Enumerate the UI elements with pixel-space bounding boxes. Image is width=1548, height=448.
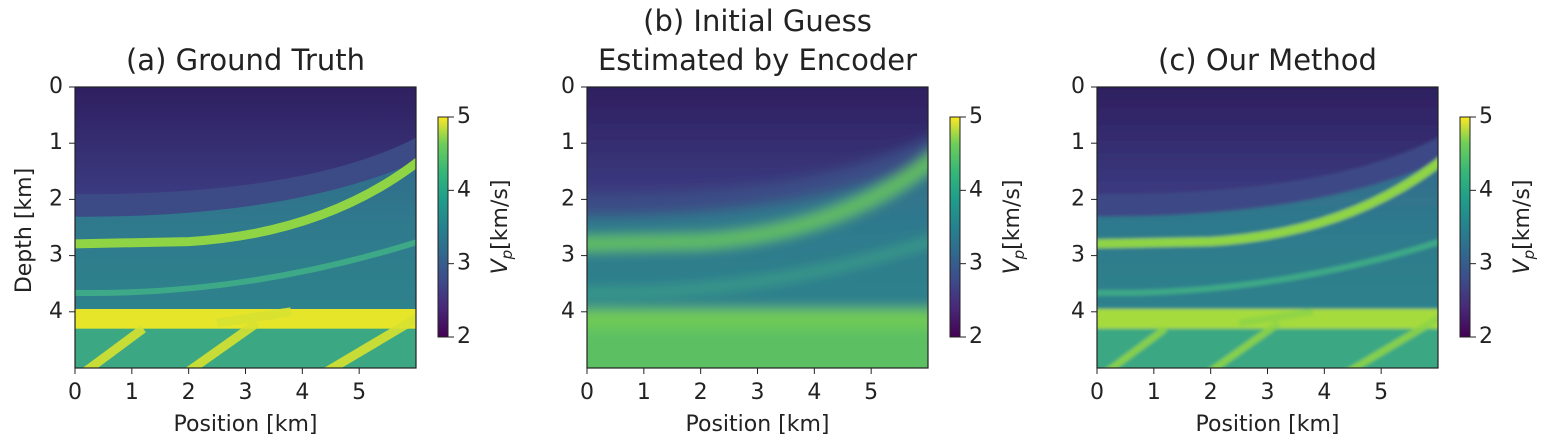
x-tick-label: 4 — [807, 380, 821, 405]
velocity-image — [587, 87, 928, 368]
image-layer — [75, 157, 416, 249]
y-tick-label: 1 — [49, 130, 63, 155]
x-tick-label: 0 — [68, 380, 82, 405]
y-tick-label: 3 — [561, 243, 575, 268]
x-tick-label: 1 — [1147, 380, 1161, 405]
y-tick-label: 4 — [49, 299, 63, 324]
y-tick-label: 0 — [561, 74, 575, 99]
image-layer — [1097, 157, 1438, 249]
y-tick-label: 3 — [1071, 243, 1085, 268]
image-layer — [75, 87, 416, 195]
y-tick-label: 1 — [561, 130, 575, 155]
x-axis-label: Position [km] — [1196, 412, 1340, 437]
image-layer — [587, 154, 928, 251]
colorbar-tick-label: 5 — [969, 104, 983, 129]
image-layer — [587, 87, 928, 195]
y-tick-label: 2 — [1071, 186, 1085, 211]
image-stripe — [216, 307, 292, 328]
image-layer — [75, 239, 416, 297]
y-tick-label: 4 — [561, 299, 575, 324]
image-stripe — [82, 325, 146, 368]
colorbar-label: Vp[km/s] — [1000, 180, 1028, 275]
y-tick-label: 1 — [1071, 130, 1085, 155]
colorbar-tick-label: 5 — [457, 104, 471, 129]
velocity-image — [75, 87, 416, 368]
colorbar-tick-label: 3 — [457, 251, 471, 276]
image-stripe — [1238, 308, 1314, 327]
x-tick-label: 2 — [182, 380, 196, 405]
colorbar-unit: [km/s] — [1510, 180, 1535, 250]
velocity-image — [1097, 87, 1438, 368]
colorbar-tick-label: 4 — [969, 177, 983, 202]
panel-title: (c) Our Method — [1158, 43, 1377, 77]
colorbar-symbol: V — [1510, 257, 1535, 274]
panel-title: Estimated by Encoder — [598, 43, 917, 77]
x-axis-label: Position [km] — [174, 412, 318, 437]
colorbar-unit: [km/s] — [1000, 180, 1025, 250]
colorbar-tick-label: 2 — [969, 324, 983, 349]
y-axis-label: Depth [km] — [12, 168, 37, 293]
y-tick-label: 0 — [1071, 74, 1085, 99]
panel: 0 1 2 3 4 5 0 1 2 3 4 Position [km] Depth [km] (a) Gr… — [12, 43, 516, 437]
image-stripe — [1209, 320, 1281, 368]
y-tick-label: 0 — [49, 74, 63, 99]
colorbar-symbol: V — [488, 257, 513, 274]
colorbar-unit: [km/s] — [488, 180, 513, 250]
y-tick-label: 2 — [561, 186, 575, 211]
x-tick-label: 3 — [751, 380, 765, 405]
image-layer — [1097, 239, 1438, 297]
image-stripe — [185, 319, 260, 368]
panel-title: (a) Ground Truth — [126, 43, 365, 77]
colorbar-tick-label: 3 — [969, 251, 983, 276]
image-layer — [587, 239, 928, 297]
x-tick-label: 1 — [125, 380, 139, 405]
colorbar-label: Vp[km/s] — [488, 180, 516, 275]
x-tick-label: 2 — [694, 380, 708, 405]
panel: 0 1 2 3 4 5 0 1 2 3 4 Position [km] (c) Our Method 2 3… — [1071, 43, 1538, 437]
panel: 0 1 2 3 4 5 0 1 2 3 4 Position [km] (b) Initial Gues… — [561, 4, 1028, 437]
colorbar-symbol: V — [1000, 257, 1025, 274]
x-tick-label: 4 — [295, 380, 309, 405]
x-tick-label: 3 — [239, 380, 253, 405]
colorbar — [1459, 116, 1471, 338]
colorbar-tick-label: 3 — [1479, 251, 1493, 276]
image-stripe — [1106, 325, 1168, 368]
colorbar — [949, 116, 961, 338]
image-layers — [75, 87, 416, 368]
x-tick-label: 1 — [637, 380, 651, 405]
x-tick-label: 3 — [1261, 380, 1275, 405]
image-layer — [1097, 87, 1438, 195]
colorbar-tick-label: 4 — [457, 177, 471, 202]
colorbar-subscript: p — [1010, 250, 1028, 261]
x-tick-label: 5 — [864, 380, 878, 405]
x-axis-label: Position [km] — [686, 412, 830, 437]
x-tick-label: 0 — [580, 380, 594, 405]
x-tick-label: 0 — [1090, 380, 1104, 405]
panel-title: (b) Initial Guess — [643, 4, 872, 38]
colorbar-tick-label: 4 — [1479, 177, 1493, 202]
colorbar-tick-label: 2 — [457, 324, 471, 349]
image-layers — [587, 87, 928, 368]
y-tick-label: 4 — [1071, 299, 1085, 324]
colorbar-label: Vp[km/s] — [1510, 180, 1538, 275]
y-tick-label: 2 — [49, 186, 63, 211]
colorbar-subscript: p — [1520, 250, 1538, 261]
colorbar — [437, 116, 449, 338]
x-tick-label: 2 — [1204, 380, 1218, 405]
colorbar-subscript: p — [498, 250, 516, 261]
image-layer — [587, 308, 928, 329]
image-layers — [1097, 87, 1438, 368]
x-tick-label: 4 — [1317, 380, 1331, 405]
y-tick-label: 3 — [49, 243, 63, 268]
colorbar-tick-label: 2 — [1479, 324, 1493, 349]
x-tick-label: 5 — [1374, 380, 1388, 405]
x-tick-label: 5 — [352, 380, 366, 405]
colorbar-tick-label: 5 — [1479, 104, 1493, 129]
